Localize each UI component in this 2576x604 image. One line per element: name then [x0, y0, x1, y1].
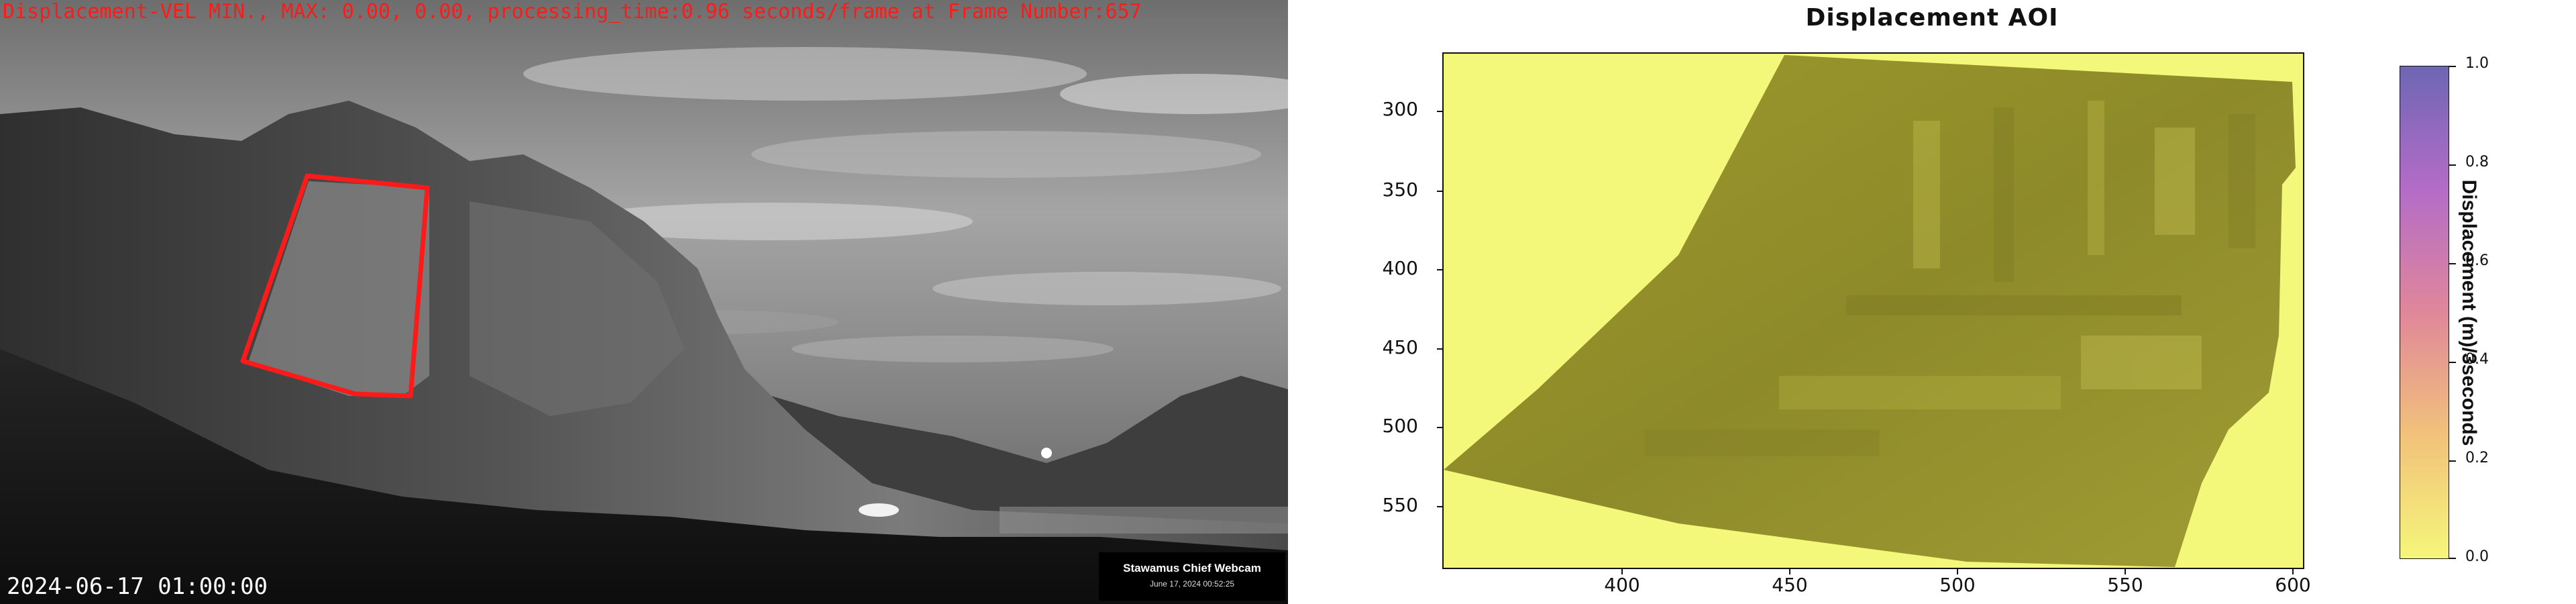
colorbar: [2400, 66, 2449, 559]
y-tick-mark: [1437, 427, 1442, 428]
status-overlay: Displacement-VEL MIN., MAX: 0.00, 0.00, …: [3, 0, 1142, 23]
colorbar-tick-mark: [2449, 164, 2456, 166]
x-tick-label: 550: [2107, 574, 2143, 596]
x-tick-mark: [1621, 569, 1623, 574]
colorbar-tick-label: 0.8: [2465, 154, 2489, 170]
x-tick-mark: [1957, 569, 1958, 574]
y-tick-label: 450: [1382, 336, 1418, 358]
webcam-frame: Displacement-VEL MIN., MAX: 0.00, 0.00, …: [0, 0, 1288, 604]
cliff-face: [248, 181, 429, 396]
colorbar-tick-label: 1.0: [2465, 55, 2489, 72]
colorbar-tick-mark: [2449, 558, 2456, 559]
x-tick-mark: [2125, 569, 2126, 574]
town-light: [1041, 448, 1052, 458]
highway-light: [859, 503, 899, 517]
y-tick-mark: [1437, 111, 1442, 112]
colorbar-tick-mark: [2449, 66, 2456, 67]
lake: [1000, 507, 1288, 534]
y-tick-label: 400: [1382, 257, 1418, 279]
x-tick-mark: [2292, 569, 2294, 574]
x-tick-label: 400: [1604, 574, 1640, 596]
webcam-badge: Stawamus Chief Webcam June 17, 2024 00:5…: [1099, 552, 1285, 601]
warped-aoi-region: [1444, 55, 2296, 567]
x-tick-label: 600: [2275, 574, 2311, 596]
webcam-badge-subtitle: June 17, 2024 00:52:25: [1149, 579, 1235, 589]
colorbar-tick-label: 0.2: [2465, 450, 2489, 466]
displacement-plot-panel: Displacement AOI: [1288, 0, 2576, 604]
x-tick-label: 450: [1772, 574, 1808, 596]
y-tick-label: 550: [1382, 494, 1418, 516]
y-tick-mark: [1437, 506, 1442, 507]
aoi-polygon: [240, 173, 430, 399]
colorbar-tick-mark: [2449, 460, 2456, 462]
colorbar-tick-label: 0.0: [2465, 548, 2489, 565]
webcam-scene: [0, 0, 1288, 604]
plot-area: [1442, 52, 2304, 569]
colorbar-tick-label: 0.6: [2465, 252, 2489, 269]
colorbar-tick-label: 0.4: [2465, 351, 2489, 368]
colorbar-tick-mark: [2449, 263, 2456, 264]
x-tick-mark: [1789, 569, 1790, 574]
y-tick-label: 300: [1382, 98, 1418, 120]
colorbar-tick-mark: [2449, 362, 2456, 363]
cliff-face-2: [470, 201, 684, 416]
y-tick-mark: [1437, 348, 1442, 350]
frame-timestamp: 2024-06-17 01:00:00: [7, 573, 268, 600]
webcam-badge-title: Stawamus Chief Webcam: [1123, 562, 1261, 574]
chart-title: Displacement AOI: [1805, 4, 2059, 32]
rock-texture: [1645, 101, 2255, 456]
x-tick-label: 500: [1939, 574, 1976, 596]
forest: [0, 349, 1288, 604]
y-tick-mark: [1437, 191, 1442, 192]
colorbar-label: Displacement (m)/3seconds: [2458, 179, 2480, 446]
y-tick-label: 350: [1382, 179, 1418, 201]
heatmap-image: [1444, 54, 2303, 568]
y-tick-label: 500: [1382, 415, 1418, 437]
y-tick-mark: [1437, 269, 1442, 270]
